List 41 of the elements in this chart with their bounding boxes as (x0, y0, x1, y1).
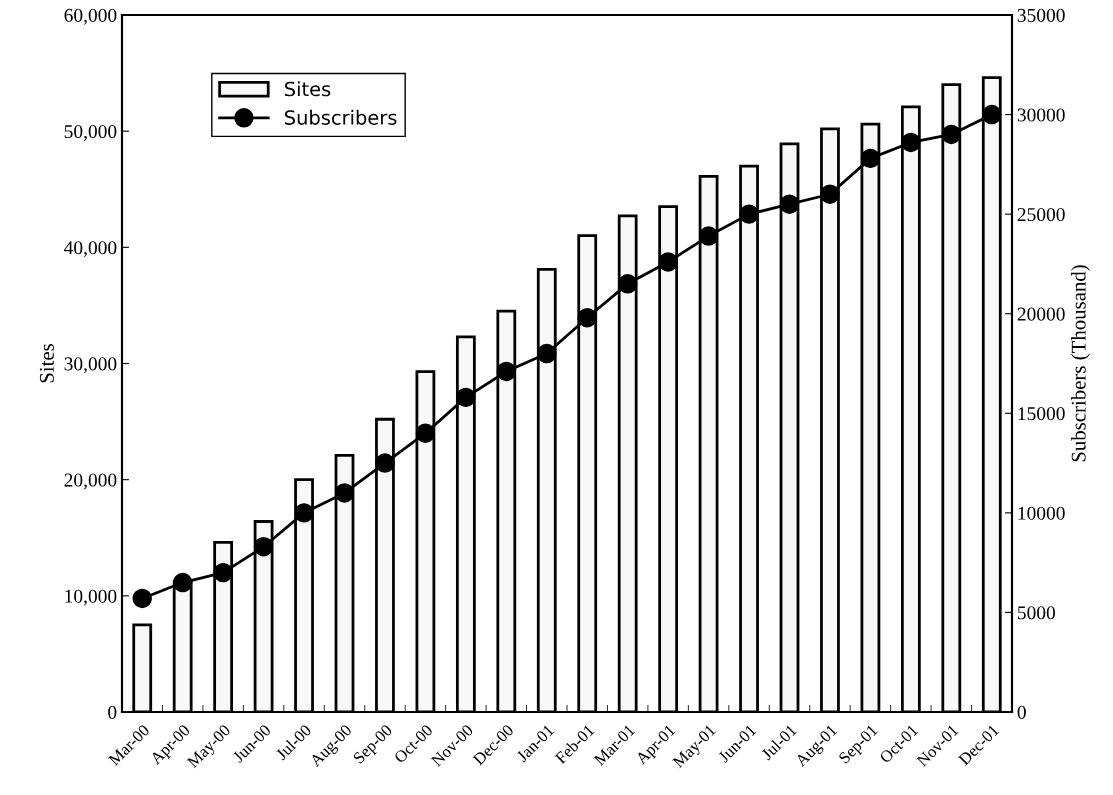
y2-tick-label: 0 (1017, 705, 1026, 719)
legend-label: Subscribers (285, 109, 397, 125)
y-tick-label: 20,000 (64, 473, 117, 490)
point (213, 562, 233, 583)
point (496, 361, 517, 382)
y2-tick-label: 20000 (1017, 307, 1065, 321)
point (617, 274, 638, 294)
point (415, 423, 436, 443)
y2-tick-label: 35000 (1017, 8, 1065, 22)
y2-tick-label: 15000 (1018, 407, 1065, 421)
point (375, 453, 395, 473)
point (901, 132, 921, 153)
legend-label: Sites (285, 81, 331, 97)
y-tick-label: 60,000 (64, 8, 117, 25)
point (172, 572, 193, 593)
point (294, 503, 314, 523)
y-tick-label: 0 (108, 705, 117, 719)
point (456, 387, 476, 408)
point (132, 588, 152, 609)
y-axis-title: Sites (39, 344, 54, 383)
y-tick-label: 10,000 (65, 589, 117, 606)
y2-tick-label: 5000 (1017, 606, 1056, 620)
y-tick-label: 50,000 (64, 124, 117, 141)
point (779, 194, 800, 214)
point (982, 104, 1002, 125)
y2-tick-label: 30000 (1017, 108, 1065, 122)
point (739, 204, 759, 224)
y-tick-label: 40,000 (64, 241, 117, 258)
point (698, 226, 719, 246)
y-tick-label: 30,000 (64, 357, 117, 374)
point (537, 343, 557, 364)
point (860, 148, 881, 169)
point (253, 536, 274, 557)
point (658, 252, 678, 272)
point (941, 124, 962, 145)
y2-tick-label: 10000 (1018, 506, 1065, 520)
point (334, 483, 355, 503)
point (820, 184, 840, 204)
point (577, 307, 597, 328)
y2-tick-label: 25000 (1017, 207, 1065, 222)
y2-axis-title: Subscribers (Thousand) (1071, 265, 1090, 462)
